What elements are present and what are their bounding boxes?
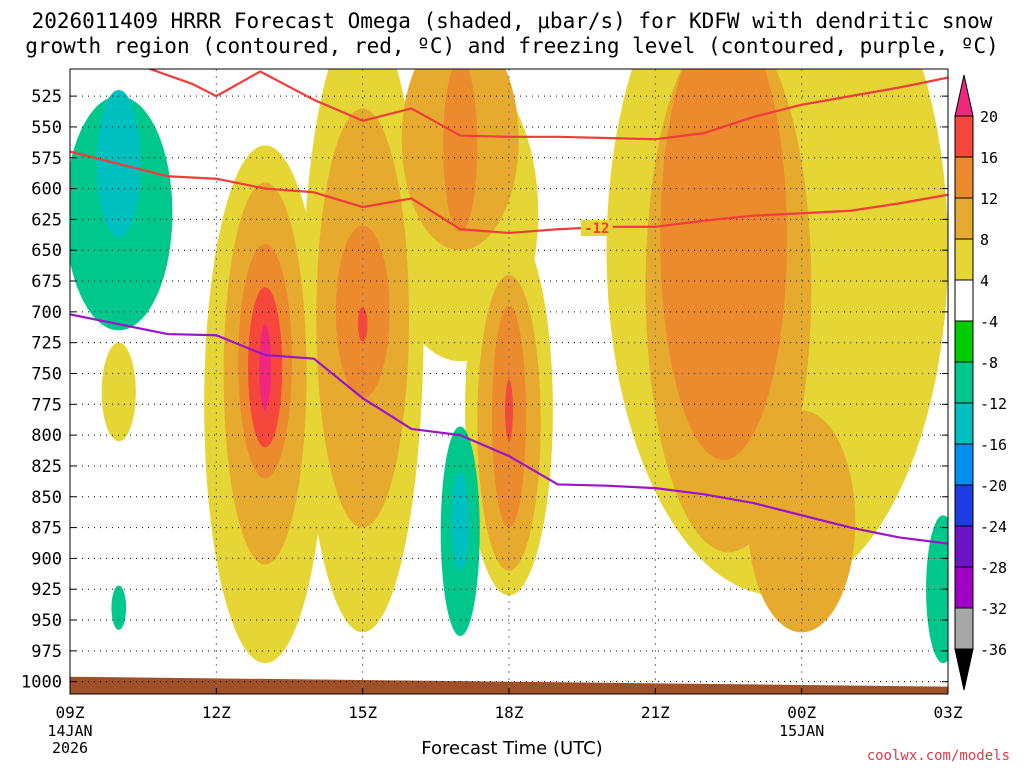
credit-link[interactable]: coolwx.com/models bbox=[866, 748, 1010, 764]
x-tick-sub1-0: 14JAN bbox=[47, 722, 92, 740]
omega-area-16-2 bbox=[505, 379, 513, 442]
y-tick-label-875: 875 bbox=[31, 519, 62, 539]
series-line-0 bbox=[146, 69, 948, 141]
colorbar-box-6 bbox=[954, 320, 974, 363]
colorbar-label-11: -28 bbox=[980, 559, 1007, 577]
omega-shading bbox=[70, 69, 948, 664]
series-label-bg-1 bbox=[580, 220, 613, 237]
colorbar-label-4: 4 bbox=[980, 272, 989, 290]
series-line-1 bbox=[70, 150, 948, 235]
chart-title-line2: growth region (contoured, red, ºC) and f… bbox=[25, 34, 999, 58]
x-tick-label-18: 03Z bbox=[934, 703, 963, 722]
series-line-2 bbox=[70, 313, 948, 545]
chart-title-line1: 2026011409 HRRR Forecast Omega (shaded, … bbox=[31, 9, 993, 33]
colorbar-box-10 bbox=[954, 484, 974, 527]
x-tick-label-6: 15Z bbox=[348, 703, 377, 722]
omega-area-8-5 bbox=[748, 410, 856, 633]
colorbar-top-arrow bbox=[954, 74, 974, 117]
colorbar-box-4 bbox=[954, 238, 974, 281]
colorbar-label-12: -32 bbox=[980, 600, 1007, 618]
colorbar-label-3: 8 bbox=[980, 231, 989, 249]
colorbar-label-5: -4 bbox=[980, 313, 998, 331]
y-tick-label-950: 950 bbox=[31, 611, 62, 631]
series-label-1: -12 bbox=[584, 221, 609, 237]
omega-area-neg12-1 bbox=[451, 472, 470, 571]
y-tick-label-525: 525 bbox=[31, 87, 62, 107]
omega-area-12-2 bbox=[443, 69, 478, 232]
y-tick-label-725: 725 bbox=[31, 334, 62, 354]
y-tick-label-850: 850 bbox=[31, 488, 62, 508]
x-axis-label: Forecast Time (UTC) bbox=[421, 738, 603, 759]
omega-area-16-1 bbox=[357, 306, 368, 342]
x-tick-sub1-15: 15JAN bbox=[779, 722, 824, 740]
colorbar-label-0: 20 bbox=[980, 108, 998, 126]
colorbar-bottom-arrow bbox=[954, 648, 974, 691]
y-tick-label-800: 800 bbox=[31, 426, 62, 446]
colorbar-label-8: -16 bbox=[980, 436, 1007, 454]
omega-area-neg8-1 bbox=[111, 585, 127, 630]
grid bbox=[70, 69, 948, 694]
colorbar-box-1 bbox=[954, 115, 974, 158]
colorbar-box-12 bbox=[954, 566, 974, 609]
colorbar-label-1: 16 bbox=[980, 149, 998, 167]
colorbar-box-11 bbox=[954, 525, 974, 568]
colorbar-label-7: -12 bbox=[980, 395, 1007, 413]
y-tick-label-925: 925 bbox=[31, 580, 62, 600]
y-tick-label-650: 650 bbox=[31, 241, 62, 261]
colorbar-box-5 bbox=[954, 279, 974, 322]
colorbar-box-7 bbox=[954, 361, 974, 404]
omega-area-20-0 bbox=[259, 324, 271, 411]
colorbar-box-9 bbox=[954, 443, 974, 486]
colorbar-box-2 bbox=[954, 156, 974, 199]
colorbar-label-6: -8 bbox=[980, 354, 998, 372]
y-tick-label-575: 575 bbox=[31, 149, 62, 169]
x-tick-label-3: 12Z bbox=[202, 703, 231, 722]
omega-area-12-4 bbox=[660, 69, 788, 460]
colorbar-box-3 bbox=[954, 197, 974, 240]
colorbar-label-9: -20 bbox=[980, 477, 1007, 495]
y-tick-label-775: 775 bbox=[31, 395, 62, 415]
x-tick-label-9: 18Z bbox=[495, 703, 524, 722]
colorbar-label-2: 12 bbox=[980, 190, 998, 208]
x-tick-label-12: 21Z bbox=[641, 703, 670, 722]
colorbar-box-13 bbox=[954, 607, 974, 650]
x-tick-label-15: 00Z bbox=[787, 703, 816, 722]
y-tick-label-700: 700 bbox=[31, 303, 62, 323]
y-tick-label-600: 600 bbox=[31, 180, 62, 200]
y-tick-label-900: 900 bbox=[31, 549, 62, 569]
y-tick-label-625: 625 bbox=[31, 210, 62, 230]
y-tick-label-550: 550 bbox=[31, 118, 62, 138]
colorbar-label-13: -36 bbox=[980, 641, 1007, 659]
colorbar-label-10: -24 bbox=[980, 518, 1007, 536]
colorbar: 20 16 12 8 4 -4 -8 -12 -16 -20 -24 -28 -32 -36 bbox=[954, 74, 1007, 691]
x-tick-sub2-0: 2026 bbox=[52, 739, 88, 757]
y-tick-label-750: 750 bbox=[31, 364, 62, 384]
omega-area-4-0 bbox=[101, 342, 136, 442]
omega-area-neg8-3 bbox=[926, 515, 948, 664]
y-axis: 525 550 575 600 625 650 675 700 725 750 775 800 825 8… bbox=[21, 87, 948, 693]
x-tick-label-0: 09Z bbox=[56, 703, 85, 722]
colorbar-box-8 bbox=[954, 402, 974, 445]
y-tick-label-1000: 1000 bbox=[21, 673, 62, 693]
y-tick-label-975: 975 bbox=[31, 642, 62, 662]
y-tick-label-825: 825 bbox=[31, 457, 62, 477]
contour-lines: -12 bbox=[70, 69, 948, 545]
y-tick-label-675: 675 bbox=[31, 272, 62, 292]
